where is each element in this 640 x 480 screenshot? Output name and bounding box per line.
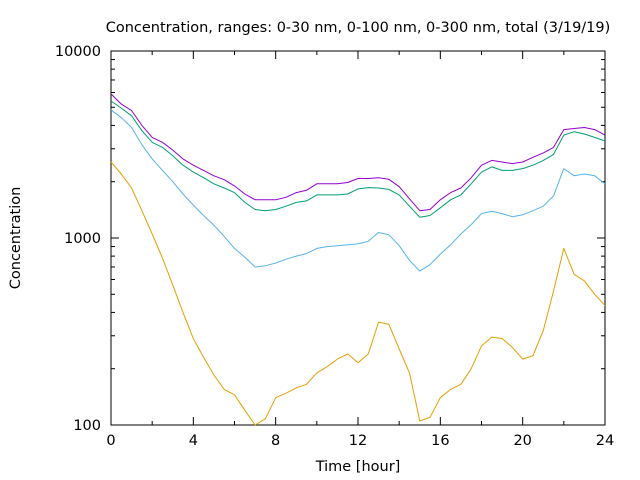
series-lines xyxy=(110,93,606,426)
series-line-2 xyxy=(110,109,606,272)
series-line-1 xyxy=(110,161,606,426)
x-tick-label: 4 xyxy=(189,433,198,449)
x-axis-label: Time [hour] xyxy=(315,459,401,475)
tick-labels: 0 4 8 12 16 20 24 100 1000 10000 xyxy=(55,44,614,449)
x-tick-label: 20 xyxy=(513,433,531,449)
plot-frame xyxy=(110,50,606,426)
series-line-4 xyxy=(110,93,606,212)
chart-title: Concentration, ranges: 0-30 nm, 0-100 nm… xyxy=(106,20,611,36)
series-line-3 xyxy=(110,100,606,218)
x-tick-label: 0 xyxy=(106,433,115,449)
y-tick-label: 10000 xyxy=(55,44,101,60)
x-tick-label: 12 xyxy=(349,433,367,449)
x-tick-label: 8 xyxy=(271,433,280,449)
x-tick-label: 24 xyxy=(596,433,614,449)
axis-ticks xyxy=(110,50,606,426)
y-tick-label: 100 xyxy=(73,418,101,434)
x-tick-label: 16 xyxy=(431,433,449,449)
y-tick-label: 1000 xyxy=(64,231,101,247)
y-axis-label: Concentration xyxy=(8,187,24,290)
